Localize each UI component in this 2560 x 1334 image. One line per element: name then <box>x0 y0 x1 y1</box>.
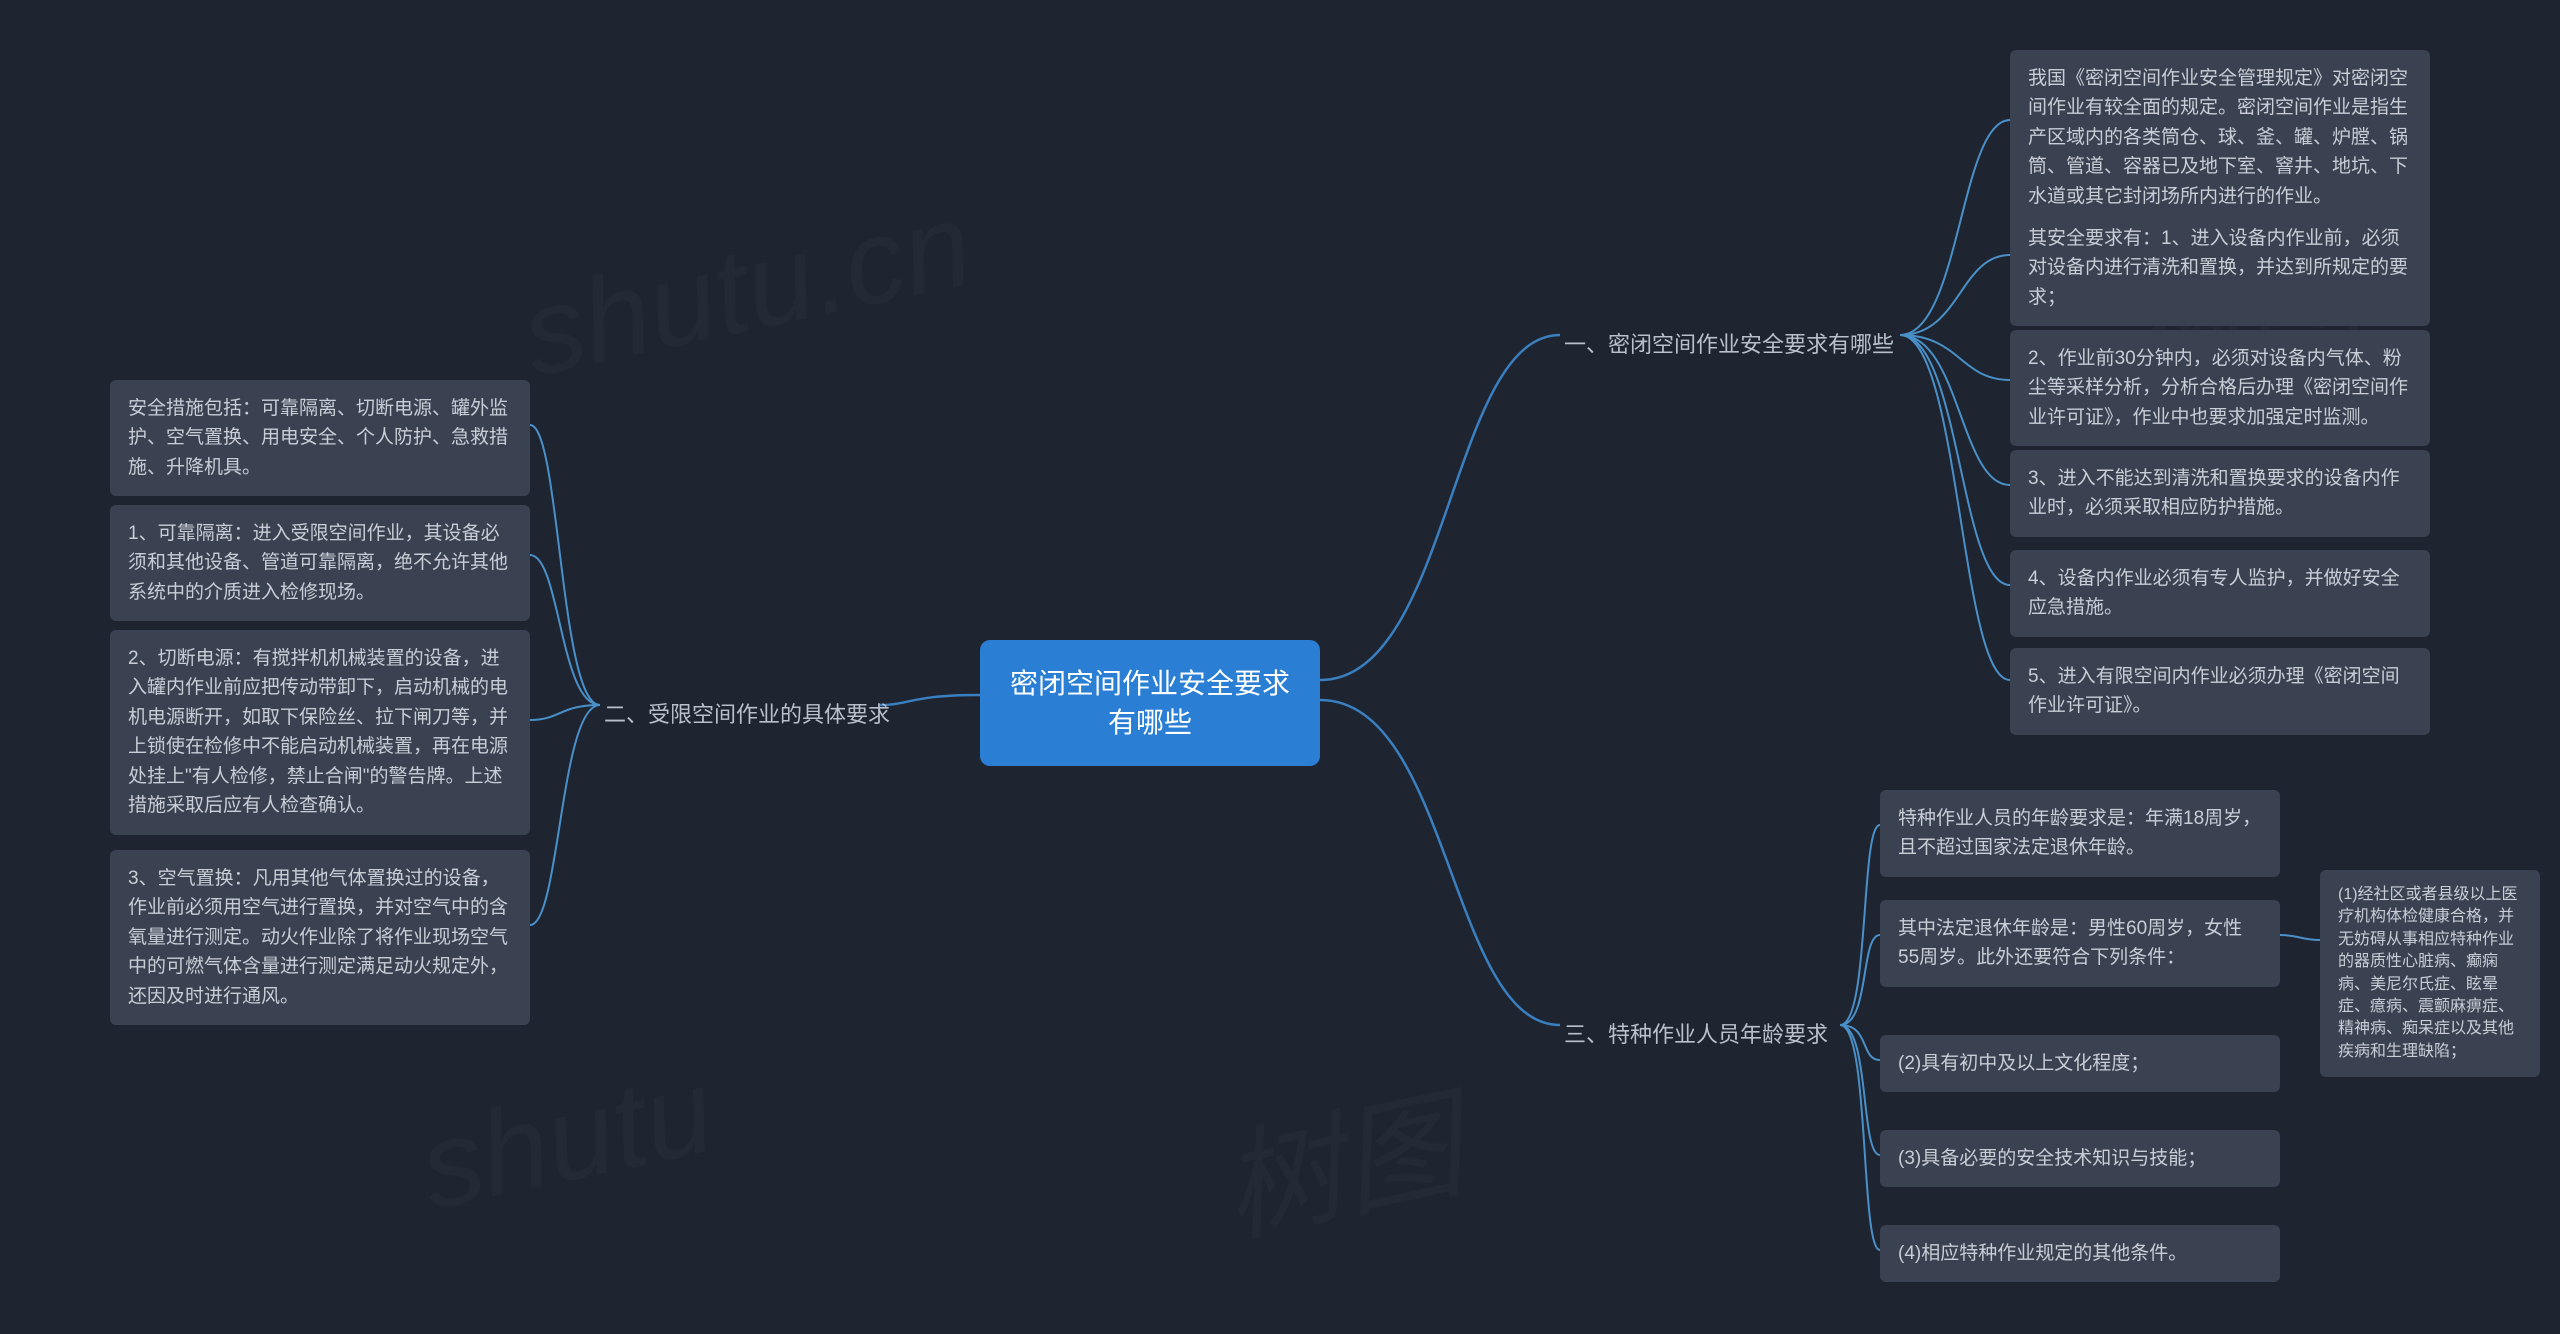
leaf-3-1[interactable]: 其中法定退休年龄是：男性60周岁，女性55周岁。此外还要符合下列条件： <box>1880 900 2280 987</box>
branch-3[interactable]: 三、特种作业人员年龄要求 <box>1560 1010 1832 1060</box>
leaf-1-2[interactable]: 2、作业前30分钟内，必须对设备内气体、粉尘等采样分析，分析合格后办理《密闭空间… <box>2010 330 2430 446</box>
leaf-text: 4、设备内作业必须有专人监护，并做好安全应急措施。 <box>2028 568 2400 618</box>
root-label: 密闭空间作业安全要求有哪些 <box>1010 668 1290 738</box>
leaf-text: 1、可靠隔离：进入受限空间作业，其设备必须和其他设备、管道可靠隔离，绝不允许其他… <box>128 523 508 603</box>
leaf-3-1-0[interactable]: (1)经社区或者县级以上医疗机构体检健康合格，并无妨碍从事相应特种作业的器质性心… <box>2320 870 2540 1077</box>
leaf-text: 特种作业人员的年龄要求是：年满18周岁，且不超过国家法定退休年龄。 <box>1898 808 2261 858</box>
leaf-text: 安全措施包括：可靠隔离、切断电源、罐外监护、空气置换、用电安全、个人防护、急救措… <box>128 398 508 478</box>
leaf-text: (1)经社区或者县级以上医疗机构体检健康合格，并无妨碍从事相应特种作业的器质性心… <box>2338 886 2518 1060</box>
leaf-text: 2、切断电源：有搅拌机机械装置的设备，进入罐内作业前应把传动带卸下，启动机械的电… <box>128 648 508 816</box>
leaf-text: 3、进入不能达到清洗和置换要求的设备内作业时，必须采取相应防护措施。 <box>2028 468 2400 518</box>
leaf-text: 5、进入有限空间内作业必须办理《密闭空间作业许可证》。 <box>2028 666 2400 716</box>
watermark: shutu <box>409 1041 725 1237</box>
watermark: shutu.cn <box>511 174 983 403</box>
branch-3-label: 三、特种作业人员年龄要求 <box>1564 1022 1828 1047</box>
leaf-3-3[interactable]: (3)具备必要的安全技术知识与技能； <box>1880 1130 2280 1187</box>
leaf-text: 3、空气置换：凡用其他气体置换过的设备，作业前必须用空气进行置换，并对空气中的含… <box>128 868 508 1007</box>
root-node[interactable]: 密闭空间作业安全要求有哪些 <box>980 640 1320 766</box>
leaf-1-5[interactable]: 5、进入有限空间内作业必须办理《密闭空间作业许可证》。 <box>2010 648 2430 735</box>
leaf-2-3[interactable]: 3、空气置换：凡用其他气体置换过的设备，作业前必须用空气进行置换，并对空气中的含… <box>110 850 530 1025</box>
leaf-text: (2)具有初中及以上文化程度； <box>1898 1053 2149 1074</box>
watermark: 树图 <box>1205 1047 1476 1267</box>
leaf-1-3[interactable]: 3、进入不能达到清洗和置换要求的设备内作业时，必须采取相应防护措施。 <box>2010 450 2430 537</box>
leaf-1-0[interactable]: 我国《密闭空间作业安全管理规定》对密闭空间作业有较全面的规定。密闭空间作业是指生… <box>2010 50 2430 225</box>
branch-1[interactable]: 一、密闭空间作业安全要求有哪些 <box>1560 320 1898 370</box>
leaf-text: 我国《密闭空间作业安全管理规定》对密闭空间作业有较全面的规定。密闭空间作业是指生… <box>2028 68 2408 207</box>
leaf-2-2[interactable]: 2、切断电源：有搅拌机机械装置的设备，进入罐内作业前应把传动带卸下，启动机械的电… <box>110 630 530 835</box>
leaf-text: 其安全要求有：1、进入设备内作业前，必须对设备内进行清洗和置换，并达到所规定的要… <box>2028 228 2408 308</box>
leaf-1-1[interactable]: 其安全要求有：1、进入设备内作业前，必须对设备内进行清洗和置换，并达到所规定的要… <box>2010 210 2430 326</box>
leaf-3-0[interactable]: 特种作业人员的年龄要求是：年满18周岁，且不超过国家法定退休年龄。 <box>1880 790 2280 877</box>
leaf-3-4[interactable]: (4)相应特种作业规定的其他条件。 <box>1880 1225 2280 1282</box>
leaf-text: (3)具备必要的安全技术知识与技能； <box>1898 1148 2206 1169</box>
leaf-1-4[interactable]: 4、设备内作业必须有专人监护，并做好安全应急措施。 <box>2010 550 2430 637</box>
leaf-text: (4)相应特种作业规定的其他条件。 <box>1898 1243 2187 1264</box>
leaf-2-1[interactable]: 1、可靠隔离：进入受限空间作业，其设备必须和其他设备、管道可靠隔离，绝不允许其他… <box>110 505 530 621</box>
leaf-2-0[interactable]: 安全措施包括：可靠隔离、切断电源、罐外监护、空气置换、用电安全、个人防护、急救措… <box>110 380 530 496</box>
branch-1-label: 一、密闭空间作业安全要求有哪些 <box>1564 332 1894 357</box>
leaf-text: 2、作业前30分钟内，必须对设备内气体、粉尘等采样分析，分析合格后办理《密闭空间… <box>2028 348 2408 428</box>
branch-2-label: 二、受限空间作业的具体要求 <box>604 702 890 727</box>
leaf-3-2[interactable]: (2)具有初中及以上文化程度； <box>1880 1035 2280 1092</box>
branch-2[interactable]: 二、受限空间作业的具体要求 <box>600 690 894 740</box>
leaf-text: 其中法定退休年龄是：男性60周岁，女性55周岁。此外还要符合下列条件： <box>1898 918 2242 968</box>
